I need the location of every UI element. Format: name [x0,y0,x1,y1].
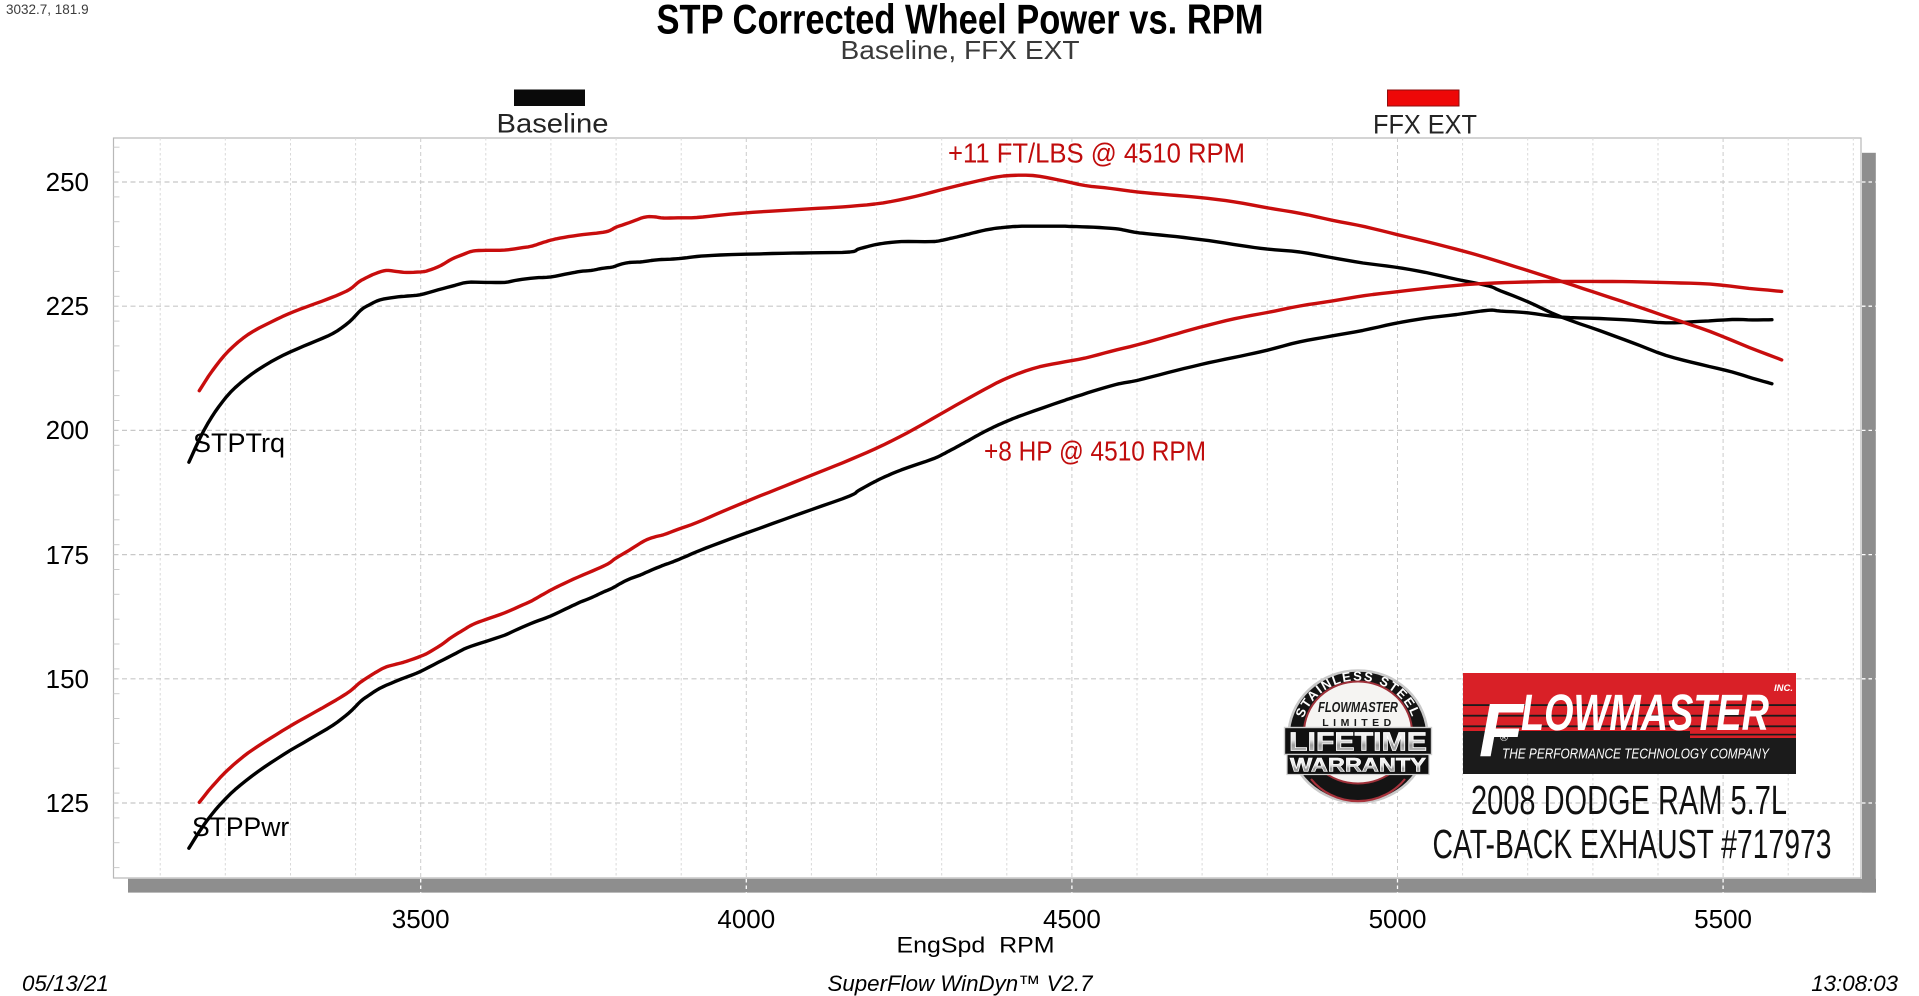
svg-text:SuperFlow WinDyn™ V2.7: SuperFlow WinDyn™ V2.7 [828,971,1095,996]
svg-text:250: 250 [46,167,89,197]
svg-text:STP Corrected Wheel Power vs.: STP Corrected Wheel Power vs. RPM [657,0,1264,43]
svg-text:13:08:03: 13:08:03 [1811,971,1898,996]
svg-text:225: 225 [46,291,89,321]
svg-text:EngSpd RPM: EngSpd RPM [897,933,1055,958]
svg-text:®: ® [1500,732,1508,744]
svg-text:CAT-BACK EXHAUST #717973: CAT-BACK EXHAUST #717973 [1433,821,1832,867]
svg-text:LOWMASTER: LOWMASTER [1521,684,1769,741]
svg-text:WARRANTY: WARRANTY [1290,756,1426,777]
svg-text:LIFETIME: LIFETIME [1289,727,1427,757]
svg-text:3032.7, 181.9: 3032.7, 181.9 [6,2,89,17]
svg-text:200: 200 [46,415,89,445]
svg-text:+11 FT/LBS @ 4510 RPM: +11 FT/LBS @ 4510 RPM [948,138,1245,169]
svg-text:INC.: INC. [1774,683,1793,694]
svg-text:4000: 4000 [717,904,775,934]
svg-text:150: 150 [46,664,89,694]
svg-text:STPTrq: STPTrq [193,428,285,458]
svg-text:Baseline: Baseline [497,109,609,139]
svg-text:F: F [1479,688,1525,773]
svg-text:FLOWMASTER: FLOWMASTER [1318,700,1398,716]
svg-text:STPPwr: STPPwr [192,812,289,842]
svg-text:4500: 4500 [1043,904,1101,934]
svg-text:05/13/21: 05/13/21 [22,971,109,996]
svg-text:FFX EXT: FFX EXT [1373,110,1477,140]
svg-text:5000: 5000 [1369,904,1427,934]
svg-text:THE PERFORMANCE TECHNOLOGY COM: THE PERFORMANCE TECHNOLOGY COMPANY [1502,747,1770,763]
svg-text:5500: 5500 [1694,904,1752,934]
svg-text:Baseline, FFX EXT: Baseline, FFX EXT [841,35,1080,65]
svg-text:175: 175 [46,540,89,570]
svg-text:3500: 3500 [392,904,450,934]
svg-text:125: 125 [46,788,89,818]
svg-text:2008 DODGE RAM 5.7L: 2008 DODGE RAM 5.7L [1471,777,1787,823]
svg-text:+8 HP @ 4510 RPM: +8 HP @ 4510 RPM [984,436,1206,467]
svg-text:LIMITED: LIMITED [1322,717,1396,729]
